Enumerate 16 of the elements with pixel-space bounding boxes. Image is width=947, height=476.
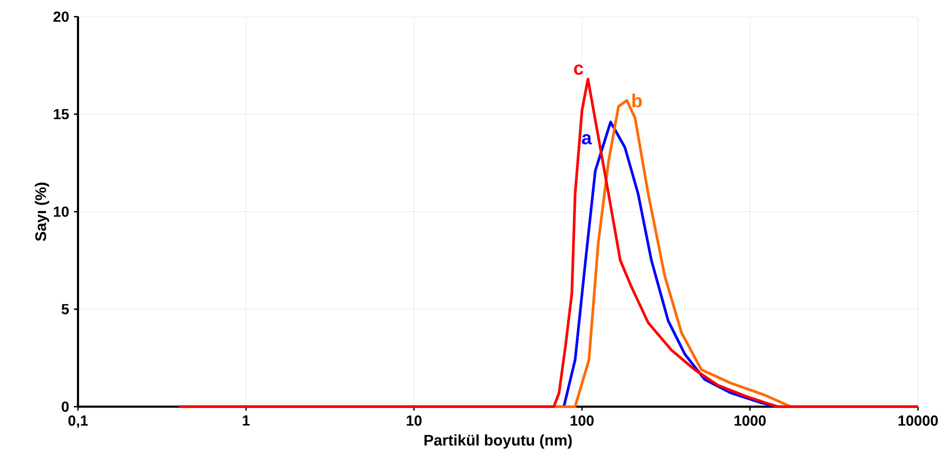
y-axis-title: Sayı (%): [34, 182, 50, 242]
y-tick-label: 5: [62, 304, 69, 314]
x-tick-label: 10: [406, 415, 422, 426]
series-label: a: [582, 134, 592, 144]
x-tick-label: 1: [242, 415, 250, 426]
x-tick-label: 10000: [898, 415, 938, 426]
y-tick-label: 15: [54, 109, 69, 120]
x-tick-label: 1000: [734, 415, 766, 426]
x-axis-title: Partikül boyutu (nm): [424, 434, 572, 449]
y-tick-label: 0: [62, 401, 69, 412]
y-tick-label: 10: [54, 206, 69, 217]
series-label: b: [632, 94, 642, 108]
series-label: c: [574, 64, 584, 75]
x-tick-label: 100: [570, 415, 594, 426]
y-tick-label: 20: [53, 11, 69, 22]
x-tick-label: 0,1: [68, 415, 88, 428]
